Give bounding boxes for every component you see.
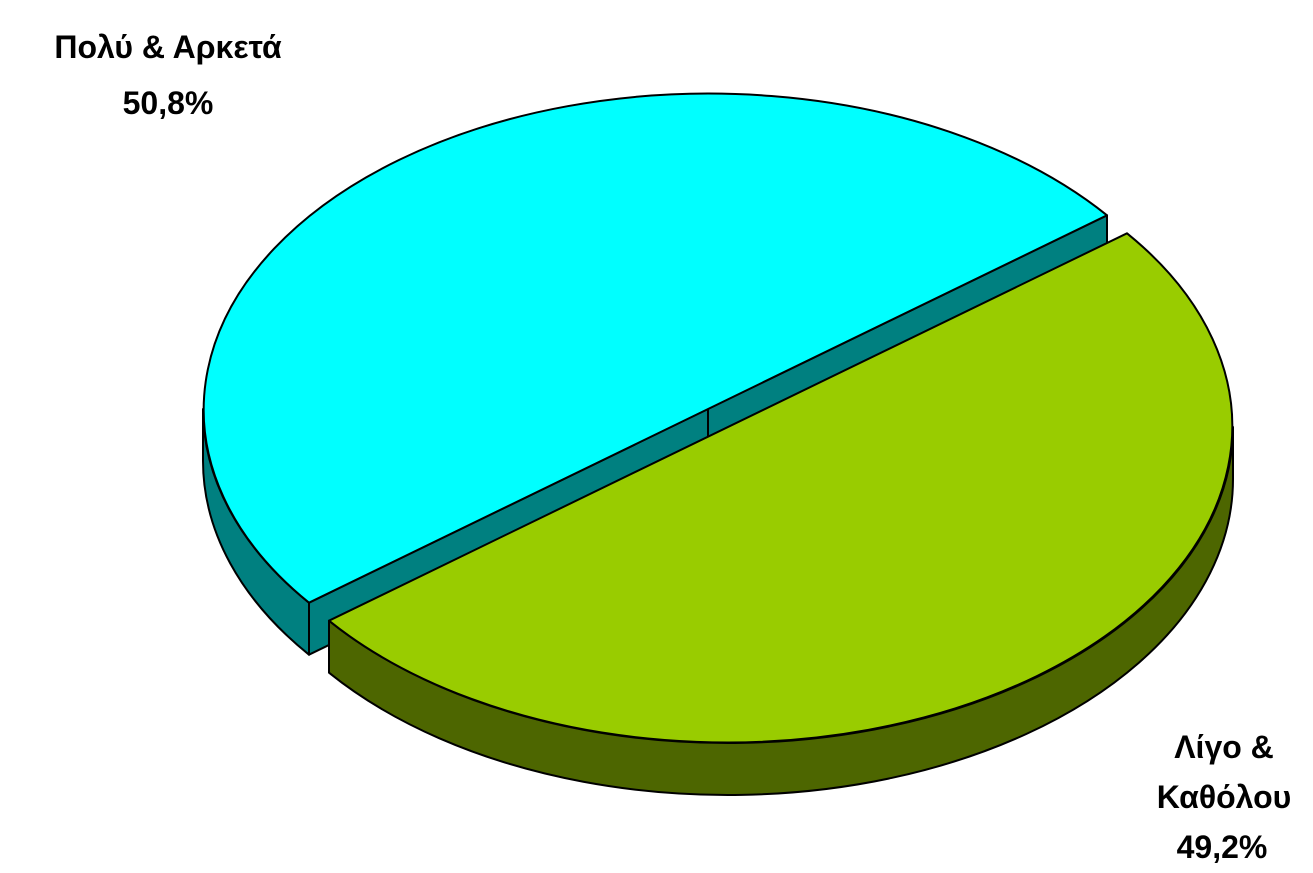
- slice-0-label-line-0: Πολύ & Αρκετά: [54, 29, 282, 65]
- slice-1-value-label: 49,2%: [1177, 829, 1268, 865]
- pie-slice-1: [328, 232, 1234, 744]
- pie-slice-0: [202, 92, 1108, 604]
- slice-0-value-label: 50,8%: [123, 85, 214, 121]
- slice-1-label-line-1: Καθόλου: [1157, 779, 1291, 815]
- slice-1-label-line-0: Λίγο &: [1174, 729, 1274, 765]
